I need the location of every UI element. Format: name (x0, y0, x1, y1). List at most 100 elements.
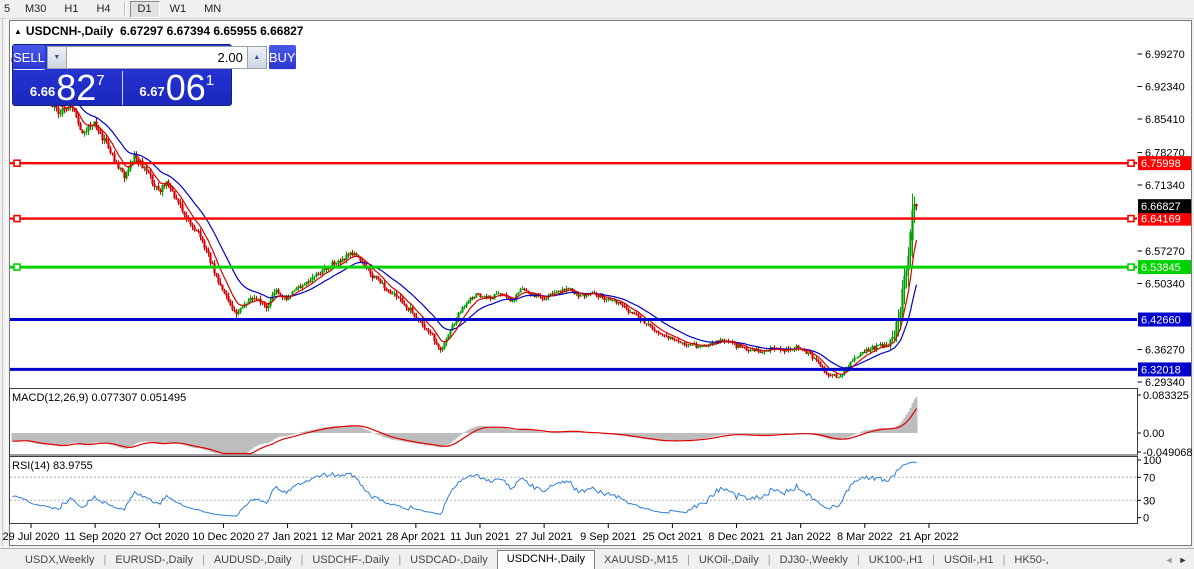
chart-tab-dj30weekly[interactable]: DJ30-,Weekly (779, 554, 848, 566)
sell-price-base: 6.66 (29, 84, 56, 99)
chart-tab-usdcnhdaily[interactable]: USDCNH-,Daily (496, 550, 596, 569)
level-anchor[interactable] (1127, 159, 1135, 167)
macd-indicator-label: MACD(12,26,9) 0.077307 0.051495 (12, 392, 187, 404)
svg-text:11 Sep 2020: 11 Sep 2020 (64, 531, 126, 543)
level-anchor[interactable] (1127, 214, 1135, 223)
svg-text:30: 30 (1143, 495, 1155, 507)
volume-increase-icon[interactable]: ▲ (246, 46, 267, 69)
svg-text:11 Jun 2021: 11 Jun 2021 (450, 531, 510, 543)
timeframe-button-w1[interactable]: W1 (169, 2, 187, 15)
svg-text:6.99270: 6.99270 (1145, 49, 1185, 61)
timeframe-button-5[interactable]: 5 (4, 2, 11, 15)
chart-tab-uk100h1[interactable]: UK100-,H1 (868, 554, 924, 566)
volume-decrease-icon[interactable]: ▼ (46, 46, 67, 69)
svg-text:27 Oct 2020: 27 Oct 2020 (129, 531, 189, 543)
svg-text:8 Mar 2022: 8 Mar 2022 (837, 531, 893, 543)
timeframe-button-h4[interactable]: H4 (96, 2, 111, 15)
trade-panel-prices: 6.66 82 7 6.67 06 1 (13, 67, 232, 108)
timeframe-button-m30[interactable]: M30 (25, 2, 47, 15)
tab-separator: | (1002, 554, 1006, 566)
level-anchor[interactable] (13, 214, 21, 223)
svg-text:9 Sep 2021: 9 Sep 2021 (580, 531, 636, 543)
sell-price-display[interactable]: 6.66 82 7 (13, 67, 123, 108)
level-anchor[interactable] (13, 159, 21, 167)
tab-separator: | (398, 554, 402, 566)
svg-text:6.36270: 6.36270 (1145, 344, 1185, 356)
timeframe-toolbar: 5 M30 H1 H4 D1 W1 MN (0, 0, 1194, 19)
sell-price-pips: 82 (56, 67, 97, 108)
horizontal-level-lines[interactable] (10, 159, 1137, 371)
chart-symbol-label: USDCNH-,Daily (25, 24, 114, 38)
svg-text:8 Dec 2021: 8 Dec 2021 (708, 531, 764, 543)
sell-button[interactable]: SELL (13, 45, 45, 70)
svg-text:6.57270: 6.57270 (1145, 246, 1185, 258)
timeframe-button-mn[interactable]: MN (204, 2, 222, 15)
rsi-panel-frame (9, 456, 1138, 524)
chart-tab-usdchfdaily[interactable]: USDCHF-,Daily (312, 554, 390, 566)
chart-tab-usoilh1[interactable]: USOil-,H1 (944, 554, 994, 566)
macd-plot (11, 396, 918, 455)
svg-text:0: 0 (1143, 513, 1149, 525)
svg-text:6.32018: 6.32018 (1141, 364, 1181, 376)
svg-text:6.75998: 6.75998 (1141, 158, 1181, 170)
one-click-trading-panel: SELL ▼ ▲ BUY 6.66 82 7 6.67 06 1 (12, 44, 296, 108)
sell-price-point: 7 (96, 72, 105, 89)
rsi-indicator-label: RSI(14) 83.9755 (12, 460, 93, 472)
volume-stepper: ▼ ▲ (46, 46, 267, 69)
svg-text:25 Oct 2021: 25 Oct 2021 (642, 531, 702, 543)
buy-price-base: 6.67 (139, 84, 165, 99)
timeframe-button-d1[interactable]: D1 (129, 0, 160, 18)
svg-text:0.00: 0.00 (1143, 428, 1164, 440)
chart-tab-usdcaddaily[interactable]: USDCAD-,Daily (410, 554, 488, 566)
svg-text:12 Mar 2021: 12 Mar 2021 (321, 531, 383, 543)
chart-tab-ukoildaily[interactable]: UKOil-,Daily (698, 554, 759, 566)
svg-text:6.66827: 6.66827 (1141, 201, 1181, 213)
svg-text:6.53845: 6.53845 (1141, 262, 1181, 274)
tab-scroll-controls: ◄ ► (1162, 549, 1194, 569)
tab-scroll-left-icon[interactable]: ◄ (1164, 554, 1174, 565)
svg-text:6.64169: 6.64169 (1141, 214, 1181, 226)
svg-text:28 Apr 2021: 28 Apr 2021 (386, 531, 445, 543)
svg-text:0.083325: 0.083325 (1143, 390, 1189, 402)
svg-text:-0.049068: -0.049068 (1143, 447, 1193, 459)
volume-input[interactable] (66, 46, 247, 69)
timeframe-button-h1[interactable]: H1 (64, 2, 79, 15)
tab-separator: | (103, 554, 107, 566)
chart-tab-eurusddaily[interactable]: EURUSD-,Daily (115, 554, 193, 566)
level-anchor[interactable] (13, 263, 21, 271)
chart-tab-usdxweekly[interactable]: USDX,Weekly (25, 554, 95, 566)
tab-separator: | (201, 554, 205, 566)
price-axis: 6.992706.923406.854106.782706.713406.572… (1137, 49, 1193, 525)
svg-text:6.85410: 6.85410 (1145, 114, 1185, 126)
tab-separator: | (767, 554, 771, 566)
svg-text:27 Jul 2021: 27 Jul 2021 (516, 531, 573, 543)
svg-text:6.42660: 6.42660 (1141, 315, 1181, 327)
tab-separator: | (856, 554, 860, 566)
collapse-panel-icon[interactable]: ▲ (14, 27, 22, 36)
chart-legend: ▲ USDCNH-,Daily 6.67297 6.67394 6.65955 6… (14, 24, 303, 38)
level-anchor[interactable] (1127, 263, 1135, 271)
svg-text:27 Jan 2021: 27 Jan 2021 (257, 531, 318, 543)
svg-text:6.29340: 6.29340 (1145, 377, 1185, 389)
trade-panel-header: SELL ▼ ▲ BUY (13, 45, 296, 70)
svg-text:21 Apr 2022: 21 Apr 2022 (899, 531, 958, 543)
buy-price-pips: 06 (165, 67, 206, 108)
rsi-line (12, 461, 917, 517)
chart-tab-hk50[interactable]: HK50-, (1014, 554, 1049, 566)
buy-button[interactable]: BUY (268, 45, 296, 70)
buy-price-display[interactable]: 6.67 06 1 (123, 67, 232, 108)
svg-text:6.71340: 6.71340 (1145, 180, 1185, 192)
date-axis: 29 Jul 2020 11 Sep 2020 27 Oct 2020 10 Dec … (3, 523, 959, 543)
svg-text:70: 70 (1143, 472, 1155, 484)
chart-tab-xauusdm15[interactable]: XAUUSD-,M15 (604, 554, 678, 566)
tab-scroll-right-icon[interactable]: ► (1178, 554, 1188, 565)
svg-text:100: 100 (1143, 455, 1161, 467)
chart-tab-audusddaily[interactable]: AUDUSD-,Daily (213, 554, 292, 566)
chart-tab-bar: USDX,Weekly | EURUSD-,Daily | AUDUSD-,Daily |… (0, 548, 1194, 569)
chart-ohlc-values: 6.67297 6.67394 6.65955 6.66827 (119, 24, 304, 38)
svg-text:6.50340: 6.50340 (1145, 279, 1185, 291)
svg-text:6.92340: 6.92340 (1145, 82, 1185, 94)
tab-separator: | (687, 554, 690, 566)
